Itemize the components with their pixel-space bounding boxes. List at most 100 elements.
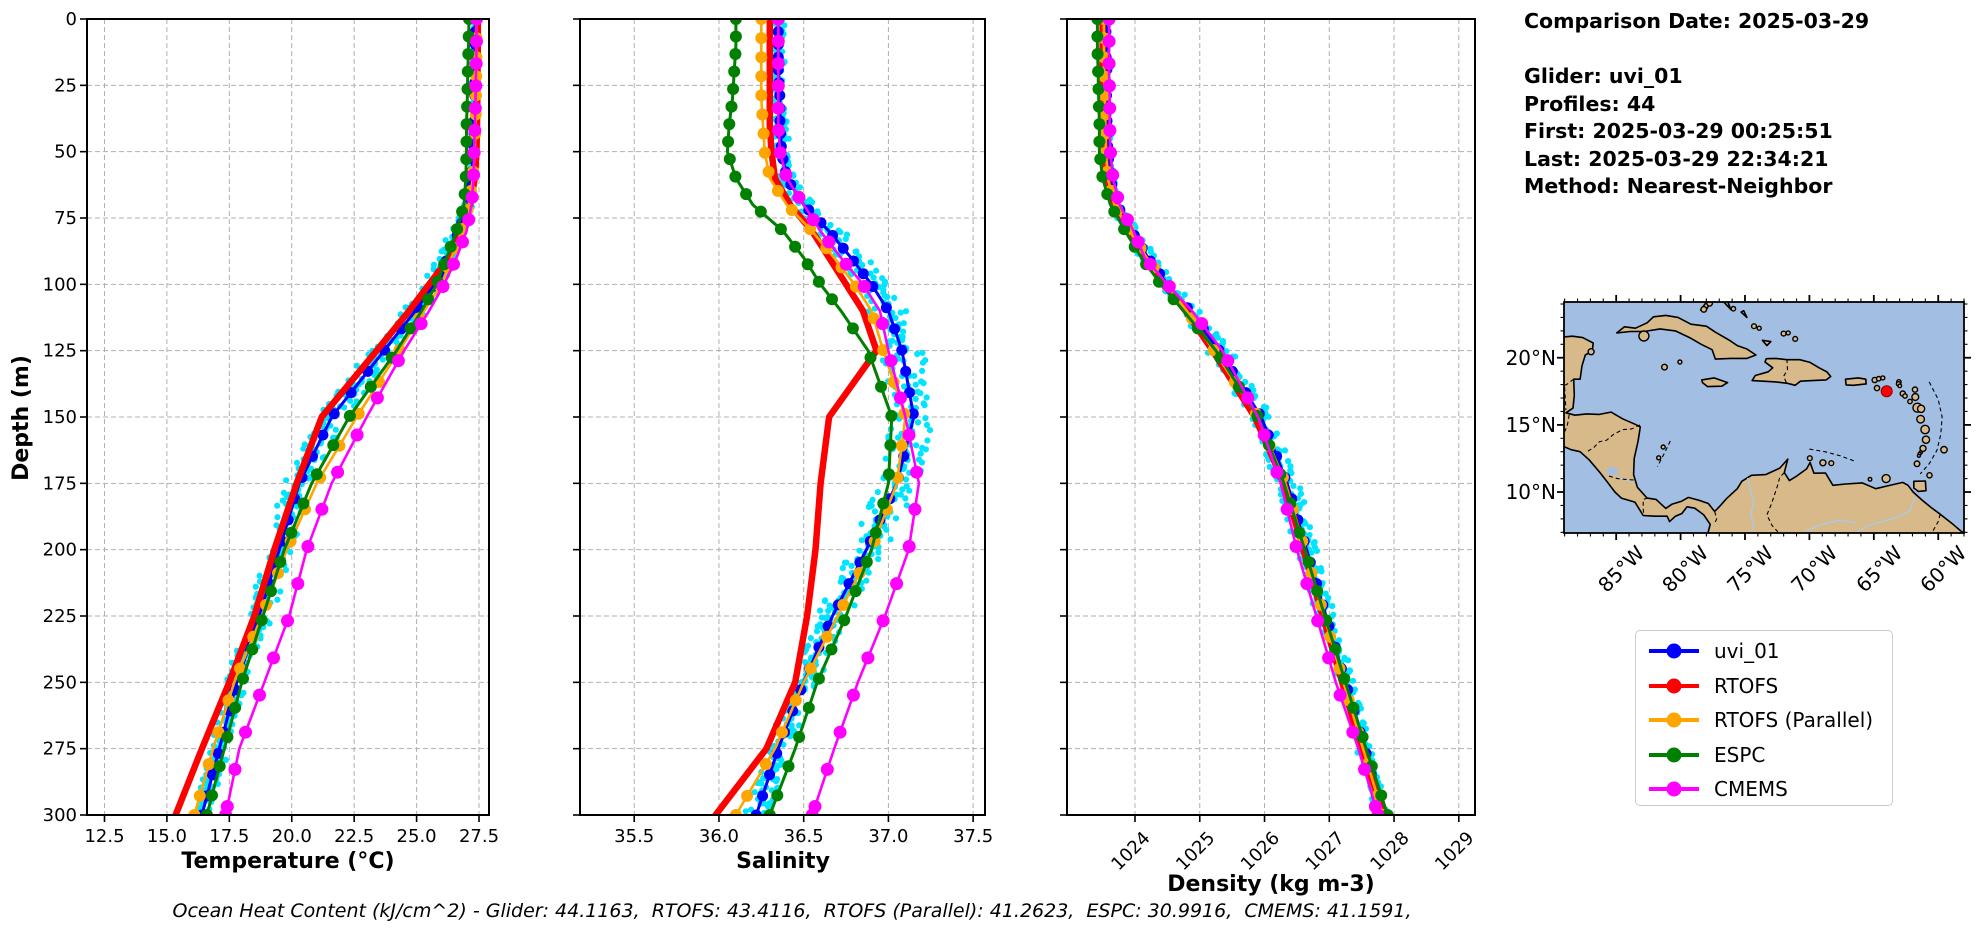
map-border-line	[1931, 514, 1941, 533]
density-axis-label: Density (kg m-3)	[1167, 872, 1375, 897]
map-landmass	[1701, 377, 1729, 388]
spacer-line	[1524, 36, 1974, 64]
map-river	[1856, 497, 1916, 533]
map-landmass	[1740, 309, 1748, 319]
depth-tick-label: 75	[54, 208, 77, 229]
temperature-series-ESPC	[200, 19, 475, 815]
legend-label: uvi_01	[1714, 639, 1780, 664]
map-landmass	[1564, 335, 1964, 533]
x-tick-label: 1028	[1366, 828, 1413, 875]
comparison-date-text: Comparison Date: 2025-03-29	[1524, 9, 1870, 33]
density-series-CMEMS	[1102, 19, 1385, 815]
salinity-plot: 35.5 36.0 36.5 37.0 37.5	[573, 18, 993, 847]
depth-tick-label: 275	[43, 739, 77, 760]
map-border-line	[1656, 440, 1671, 467]
map-island	[1921, 435, 1931, 445]
map-landmass	[1722, 302, 1732, 311]
map-river	[1805, 519, 1857, 532]
depth-tick-label: 200	[43, 540, 77, 561]
x-tick-label: 20.0	[272, 826, 312, 847]
map-island	[1660, 444, 1666, 450]
info-panel: Comparison Date: 2025-03-29 Glider: uvi_…	[1524, 8, 1974, 201]
legend-item-CMEMS: CMEMS	[1636, 772, 1892, 807]
method-text: Method: Nearest-Neighbor	[1524, 174, 1833, 198]
x-tick-label: 12.5	[84, 826, 124, 847]
map-latitude-label: 15°N	[1505, 412, 1556, 437]
map-island	[1638, 330, 1650, 342]
map-border-line	[1809, 448, 1855, 462]
legend-item-RTOFS: RTOFS	[1636, 669, 1892, 704]
legend-label: ESPC	[1714, 742, 1766, 767]
map-spine	[1563, 301, 1965, 534]
legend-line-marker-icon	[1649, 643, 1699, 659]
legend-line-marker-icon	[1649, 781, 1699, 797]
map-border-line	[1642, 497, 1648, 516]
map-island	[1756, 325, 1762, 331]
map-island	[1700, 305, 1708, 313]
depth-tick-label: 25	[54, 75, 77, 96]
map-border-line	[1782, 359, 1789, 385]
salinity-axis-label: Salinity	[736, 849, 830, 874]
x-tick-label: 37.0	[868, 826, 908, 847]
map-border-line	[1564, 414, 1570, 434]
legend-label: RTOFS (Parallel)	[1714, 708, 1874, 733]
map-island	[1911, 392, 1920, 402]
map-border-line	[1919, 381, 1943, 475]
depth-tick-label: 250	[43, 672, 77, 693]
x-tick-label: 35.5	[614, 826, 654, 847]
legend-label: RTOFS	[1714, 673, 1779, 698]
x-tick-label: 36.5	[784, 826, 824, 847]
x-tick-label: 1029	[1431, 828, 1478, 875]
depth-tick-label: 225	[43, 606, 77, 627]
legend-item-RTOFS (Parallel): RTOFS (Parallel)	[1636, 703, 1892, 738]
temperature-series-CMEMS	[219, 19, 483, 815]
map-island	[1926, 471, 1933, 479]
map-border-line	[1766, 472, 1785, 533]
profiles-count-text: Profiles: 44	[1524, 91, 1656, 116]
map-island	[1873, 384, 1881, 392]
map-island	[1913, 460, 1921, 468]
map-border-line	[1713, 511, 1718, 525]
temperature-axis-label: Temperature (°C)	[181, 849, 395, 874]
map-island	[1907, 398, 1913, 405]
depth-axis-label: Depth (m)	[9, 355, 34, 481]
x-tick-label: 22.5	[334, 826, 374, 847]
map-island	[1660, 363, 1668, 371]
map-island	[1655, 455, 1662, 461]
map-island	[1919, 444, 1927, 453]
map-island	[1916, 453, 1922, 458]
map-island	[1881, 473, 1891, 484]
x-tick-label: 1024	[1107, 828, 1154, 875]
map-river	[1746, 477, 1755, 533]
map-island	[1730, 305, 1737, 312]
map-landmass	[1616, 314, 1757, 360]
map-island	[1916, 404, 1926, 414]
map-island	[1897, 383, 1903, 389]
map-island	[1867, 476, 1873, 482]
map-island	[1920, 424, 1931, 435]
ohc-footer: Ocean Heat Content (kJ/cm^2) - Glider: 4…	[172, 900, 1412, 922]
map-island	[1828, 460, 1835, 467]
glider-name-text: Glider: uvi_01	[1524, 64, 1683, 88]
x-tick-label: 27.5	[459, 826, 499, 847]
map-island	[1785, 330, 1791, 336]
glider-position-marker	[1880, 385, 1893, 398]
depth-tick-label: 50	[54, 142, 77, 163]
salinity-series-CMEMS	[771, 19, 924, 815]
map-latitude-label: 10°N	[1505, 480, 1556, 505]
legend-label: CMEMS	[1714, 777, 1788, 802]
first-profile-text: First: 2025-03-29 00:25:51	[1524, 119, 1833, 143]
map-island	[1902, 393, 1908, 399]
map-border-line	[1586, 424, 1641, 453]
depth-tick-label: 0	[66, 9, 77, 30]
map-island	[1940, 445, 1948, 454]
map-island	[1911, 386, 1919, 393]
depth-tick-label: 175	[43, 473, 77, 494]
map-island	[1780, 330, 1787, 337]
map-landmass	[1751, 357, 1832, 387]
salinity-series-ESPC	[722, 19, 898, 815]
legend-item-ESPC: ESPC	[1636, 738, 1892, 773]
map-island	[1587, 348, 1595, 356]
